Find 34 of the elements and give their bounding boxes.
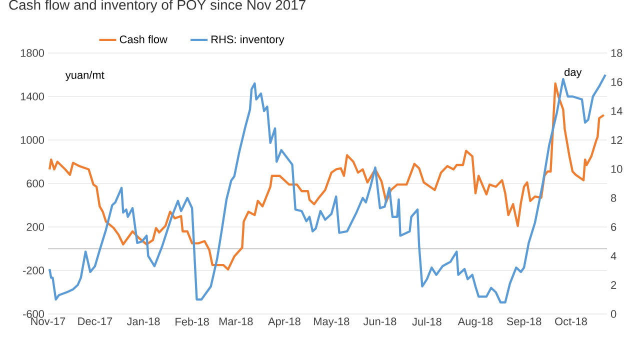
y-tick-label: 200 <box>26 223 44 231</box>
y-tick-label: -200 <box>23 266 44 274</box>
x-tick-label: Sep-18 <box>506 318 542 328</box>
x-tick-label: Dec-17 <box>78 318 112 326</box>
x-tick-label: Jun-18 <box>363 318 396 326</box>
y2-tick-label: 4 <box>610 252 616 260</box>
x-tick-label: Jul-18 <box>412 318 442 326</box>
legend-label: RHS: inventory <box>212 35 284 46</box>
x-tick-label: Feb-18 <box>176 318 209 326</box>
y2-tick-label: 6 <box>611 223 616 231</box>
chart-title: Cash flow and inventory of POY since Nov 2017 <box>9 0 306 13</box>
y-tick-label: 600 <box>26 180 44 188</box>
y2-tick-label: 12 <box>611 136 622 144</box>
y-tick-label: -600 <box>23 310 44 318</box>
y2-axis-title: day <box>564 68 582 78</box>
y2-tick-label: 14 <box>611 107 622 115</box>
x-tick-label: Oct-18 <box>555 318 587 326</box>
y-axis-title: yuan/mt <box>65 70 104 82</box>
legend-label: Cash flow <box>120 35 168 44</box>
x-tick-label: Apr-18 <box>268 318 300 328</box>
x-tick-label: Jan-18 <box>126 318 160 326</box>
y2-tick-label: 16 <box>611 78 622 86</box>
y2-tick-label: 8 <box>611 194 616 202</box>
x-tick-label: Mar-18 <box>219 318 253 326</box>
x-tick-label: May-18 <box>314 318 350 328</box>
y2-tick-label: 10 <box>611 165 622 173</box>
x-tick-label: Nov-17 <box>31 318 66 326</box>
x-tick-label: Aug-18 <box>458 318 493 328</box>
y2-tick-label: 0 <box>610 310 616 318</box>
y2-tick-label: 2 <box>611 281 616 289</box>
y-tick-label: 1000 <box>20 136 44 144</box>
y-tick-label: 1400 <box>20 92 44 100</box>
y2-tick-label: 18 <box>611 49 622 57</box>
y-tick-label: 1800 <box>20 49 44 57</box>
